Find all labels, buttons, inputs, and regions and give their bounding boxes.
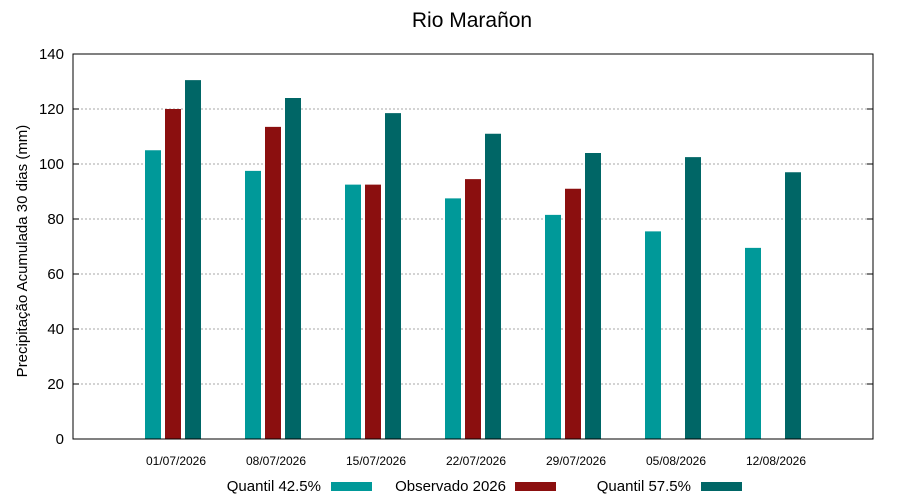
y-axis-label: Precipitação Acumulada 30 dias (mm) xyxy=(14,125,31,378)
y-tick-label: 20 xyxy=(47,376,64,393)
y-tick-label: 100 xyxy=(39,156,64,173)
legend-swatch-1 xyxy=(331,482,372,491)
bar-3-3 xyxy=(385,113,401,439)
y-tick-label: 60 xyxy=(47,266,64,283)
bar-2-5 xyxy=(565,188,581,439)
plot-frame xyxy=(72,53,874,440)
bar-1-4 xyxy=(445,198,461,439)
bar-1-6 xyxy=(645,231,661,439)
chart-title: Rio Marañon xyxy=(412,9,532,32)
y-tick-label: 0 xyxy=(56,431,64,448)
bar-3-4 xyxy=(485,133,501,439)
y-tick-label: 140 xyxy=(39,46,64,63)
bar-3-6 xyxy=(685,157,701,439)
x-tick-label: 01/07/2026 xyxy=(146,454,206,468)
bar-1-3 xyxy=(345,184,361,439)
legend: Quantil 42.5% Observado 2026 Quantil 57.5% xyxy=(227,478,742,495)
bar-2-1 xyxy=(165,109,181,439)
bar-2-4 xyxy=(465,179,481,439)
bars xyxy=(145,80,801,439)
y-tick-label: 80 xyxy=(47,211,64,228)
bar-2-2 xyxy=(265,126,281,439)
legend-label-1: Quantil 42.5% xyxy=(227,478,321,495)
x-tick-label: 12/08/2026 xyxy=(746,454,806,468)
bar-1-5 xyxy=(545,214,561,439)
bar-1-2 xyxy=(245,170,261,439)
bar-3-7 xyxy=(785,172,801,439)
x-tick-label: 08/07/2026 xyxy=(246,454,306,468)
bar-1-7 xyxy=(745,247,761,439)
x-tick-label: 15/07/2026 xyxy=(346,454,406,468)
x-tick-label: 29/07/2026 xyxy=(546,454,606,468)
bar-3-5 xyxy=(585,153,601,439)
x-tick-label: 05/08/2026 xyxy=(646,454,706,468)
bar-2-3 xyxy=(365,184,381,439)
legend-label-3: Quantil 57.5% xyxy=(597,478,691,495)
bar-1-1 xyxy=(145,150,161,439)
y-axis-ticks: 0 20 40 60 80 100 120 140 xyxy=(39,46,873,448)
x-tick-label: 22/07/2026 xyxy=(446,454,506,468)
y-tick-label: 40 xyxy=(47,321,64,338)
bar-3-2 xyxy=(285,98,301,439)
bar-3-1 xyxy=(185,80,201,439)
x-axis-ticks: 01/07/2026 08/07/2026 15/07/2026 22/07/2026… xyxy=(146,454,806,468)
legend-swatch-3 xyxy=(701,482,742,491)
y-tick-label: 120 xyxy=(39,101,64,118)
legend-swatch-2 xyxy=(515,482,556,491)
legend-label-2: Observado 2026 xyxy=(395,478,506,495)
